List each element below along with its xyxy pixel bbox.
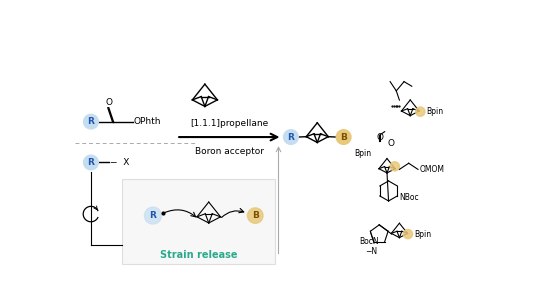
Text: [1.1.1]propellane: [1.1.1]propellane bbox=[191, 119, 269, 128]
Circle shape bbox=[84, 155, 98, 170]
Text: O: O bbox=[377, 132, 383, 142]
Circle shape bbox=[248, 208, 263, 223]
Text: R: R bbox=[288, 132, 294, 142]
Circle shape bbox=[284, 130, 298, 144]
Text: −  X: − X bbox=[110, 158, 130, 167]
Circle shape bbox=[145, 207, 161, 224]
Text: B: B bbox=[340, 132, 347, 142]
Text: Bpin: Bpin bbox=[427, 107, 444, 116]
Text: B: B bbox=[252, 211, 259, 220]
Text: −N: −N bbox=[365, 246, 377, 256]
Text: Bpin: Bpin bbox=[355, 149, 372, 159]
Text: O: O bbox=[105, 98, 112, 107]
Text: BocN: BocN bbox=[359, 237, 379, 246]
Text: R: R bbox=[88, 117, 94, 126]
Circle shape bbox=[403, 229, 413, 239]
Text: OPhth: OPhth bbox=[134, 117, 161, 126]
Text: NBoc: NBoc bbox=[399, 192, 419, 202]
Text: O: O bbox=[387, 139, 394, 148]
Text: R: R bbox=[150, 211, 156, 220]
Text: OMOM: OMOM bbox=[419, 165, 444, 174]
Text: Boron acceptor: Boron acceptor bbox=[195, 147, 264, 156]
Text: R: R bbox=[88, 158, 94, 167]
FancyBboxPatch shape bbox=[122, 179, 275, 264]
Circle shape bbox=[84, 114, 98, 129]
Circle shape bbox=[336, 130, 351, 144]
Circle shape bbox=[390, 162, 399, 171]
Text: Bpin: Bpin bbox=[414, 229, 431, 239]
Text: Strain release: Strain release bbox=[160, 250, 237, 260]
Circle shape bbox=[416, 107, 425, 116]
